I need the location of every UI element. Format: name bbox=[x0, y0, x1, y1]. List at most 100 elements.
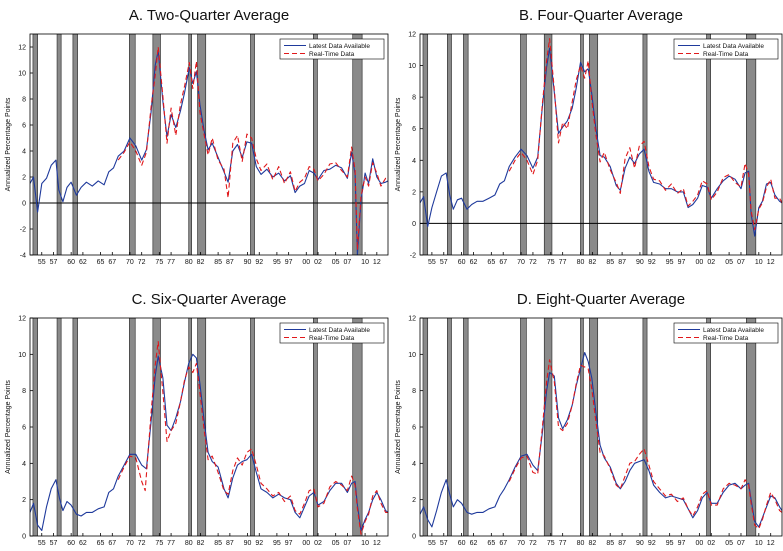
panel-a-ytick-label: 2 bbox=[22, 175, 26, 182]
panel-c-ytick-label: 6 bbox=[22, 425, 26, 432]
panel-a-ytick-label: -4 bbox=[20, 253, 26, 260]
panel-a-xtick-label: 75 bbox=[155, 259, 163, 266]
panel-a-ytick-label: 0 bbox=[22, 201, 26, 208]
panel-c-xtick-label: 80 bbox=[185, 540, 193, 546]
panel-a-xtick-label: 85 bbox=[214, 259, 222, 266]
panel-d-recession-band bbox=[520, 318, 527, 536]
panel-c-legend-box bbox=[279, 322, 385, 344]
panel-c-ytick-label: 12 bbox=[18, 316, 26, 323]
panel-c-xtick-label: 60 bbox=[67, 540, 75, 546]
panel-b-title: B. Four-Quarter Average bbox=[519, 7, 683, 24]
panel-d-ytick-label: 12 bbox=[408, 316, 416, 323]
panel-b-xtick-label: 82 bbox=[588, 259, 596, 266]
panel-d-xtick-label: 87 bbox=[618, 540, 626, 546]
panel-a-ytick-label: 12 bbox=[18, 45, 26, 52]
panel-c-ytick-label: 10 bbox=[18, 352, 26, 359]
panel-d-recession-band bbox=[447, 318, 452, 536]
panel-c-title: C. Six-Quarter Average bbox=[132, 291, 287, 308]
panel-a-xtick-label: 55 bbox=[38, 259, 46, 266]
panel-a-recession-band bbox=[250, 34, 255, 255]
panel-c-ytick-label: 4 bbox=[22, 461, 26, 468]
panel-c-ytick-label: 8 bbox=[22, 388, 26, 395]
panel-a-title: A. Two-Quarter Average bbox=[129, 7, 289, 24]
panel-c-series-realtime-line bbox=[117, 341, 388, 535]
panel-b-ytick-label: 10 bbox=[408, 63, 416, 70]
panel-d-recession-band bbox=[706, 318, 711, 536]
panel-a-xtick-label: 65 bbox=[97, 259, 105, 266]
panel-c-axes-frame bbox=[29, 317, 389, 537]
panel-d-xtick-label: 10 bbox=[755, 540, 763, 546]
panel-d-recession-band bbox=[580, 318, 584, 536]
panel-d-xtick-label: 72 bbox=[529, 540, 537, 546]
panel-c-legend-realtime-label: Real-Time Data bbox=[309, 335, 355, 342]
panel-a-xtick-label: 62 bbox=[79, 259, 87, 266]
panel-c-xtick-label: 77 bbox=[167, 540, 175, 546]
panel-c-series-latest-line bbox=[30, 353, 388, 532]
panel-d-recession-band bbox=[642, 318, 648, 536]
panel-c-recession-band bbox=[152, 318, 161, 536]
panel-d-xtick-label: 82 bbox=[588, 540, 596, 546]
panel-d-ylabel: Annualized Percentage Points bbox=[395, 380, 402, 474]
panel-b-ylabel: Annualized Percentage Points bbox=[395, 97, 402, 191]
panel-b-xtick-label: 80 bbox=[577, 259, 585, 266]
panel-c-xtick-label: 92 bbox=[255, 540, 263, 546]
panel-d-xtick-label: 97 bbox=[678, 540, 686, 546]
panel-d-legend-latest-label: Latest Data Available bbox=[703, 327, 764, 334]
panel-d-xtick-label: 05 bbox=[725, 540, 733, 546]
panel-b-recession-band bbox=[642, 34, 648, 255]
panel-b-xtick-label: 02 bbox=[707, 259, 715, 266]
panel-b-ytick-label: 4 bbox=[412, 158, 416, 165]
panel-b-recession-band bbox=[463, 34, 469, 255]
panel-b-ytick-label: 0 bbox=[412, 221, 416, 228]
panel-b-axes-frame bbox=[419, 33, 783, 256]
panel-d-recession-band bbox=[543, 318, 553, 536]
panel-c-xtick-label: 05 bbox=[332, 540, 340, 546]
panel-c-xtick-label: 57 bbox=[50, 540, 58, 546]
panel-d-xtick-label: 65 bbox=[487, 540, 495, 546]
panel-d-xtick-label: 95 bbox=[666, 540, 674, 546]
panel-a-xtick-label: 10 bbox=[361, 259, 369, 266]
panel-d-legend-realtime-label: Real-Time Data bbox=[703, 335, 749, 342]
panel-b-xtick-label: 70 bbox=[517, 259, 525, 266]
panel-b-legend-box bbox=[673, 38, 779, 60]
panel-c-xtick-label: 65 bbox=[97, 540, 105, 546]
panel-b-xtick-label: 07 bbox=[737, 259, 745, 266]
panel-c-xtick-label: 12 bbox=[373, 540, 381, 546]
panel-d-xtick-label: 70 bbox=[517, 540, 525, 546]
panel-b-xtick-label: 05 bbox=[725, 259, 733, 266]
panel-a-xtick-label: 72 bbox=[138, 259, 146, 266]
panel-b-xtick-label: 57 bbox=[440, 259, 448, 266]
panel-b-series-realtime-line bbox=[508, 38, 782, 231]
panel-d-xtick-label: 62 bbox=[470, 540, 478, 546]
panel-b-recession-band bbox=[422, 34, 429, 255]
panel-d-xtick-label: 67 bbox=[499, 540, 507, 546]
panel-c-legend-latest-label: Latest Data Available bbox=[309, 327, 370, 334]
panel-a-ytick-label: 6 bbox=[22, 123, 26, 130]
panel-c-xtick-label: 85 bbox=[214, 540, 222, 546]
panel-c-xtick-label: 10 bbox=[361, 540, 369, 546]
panel-d-xtick-label: 02 bbox=[707, 540, 715, 546]
panel-b-recession-band bbox=[580, 34, 584, 255]
panel-c-xtick-label: 00 bbox=[302, 540, 310, 546]
panel-d-ytick-label: 4 bbox=[412, 461, 416, 468]
panel-d-xtick-label: 57 bbox=[440, 540, 448, 546]
panel-c-recession-band bbox=[197, 318, 207, 536]
panel-b-xtick-label: 65 bbox=[487, 259, 495, 266]
panel-b-ytick-label: 8 bbox=[412, 95, 416, 102]
panel-a-xtick-label: 77 bbox=[167, 259, 175, 266]
panel-d-xtick-label: 60 bbox=[458, 540, 466, 546]
panel-c-xtick-label: 72 bbox=[138, 540, 146, 546]
panel-c-recession-band bbox=[72, 318, 78, 536]
panel-a-ytick-label: 8 bbox=[22, 97, 26, 104]
panel-c-recession-band bbox=[56, 318, 62, 536]
panel-d-ytick-label: 2 bbox=[412, 497, 416, 504]
panel-c-recession-band bbox=[250, 318, 255, 536]
panel-a-legend-realtime-label: Real-Time Data bbox=[309, 51, 355, 58]
panel-d-ytick-label: 6 bbox=[412, 425, 416, 432]
panel-d-xtick-label: 92 bbox=[648, 540, 656, 546]
